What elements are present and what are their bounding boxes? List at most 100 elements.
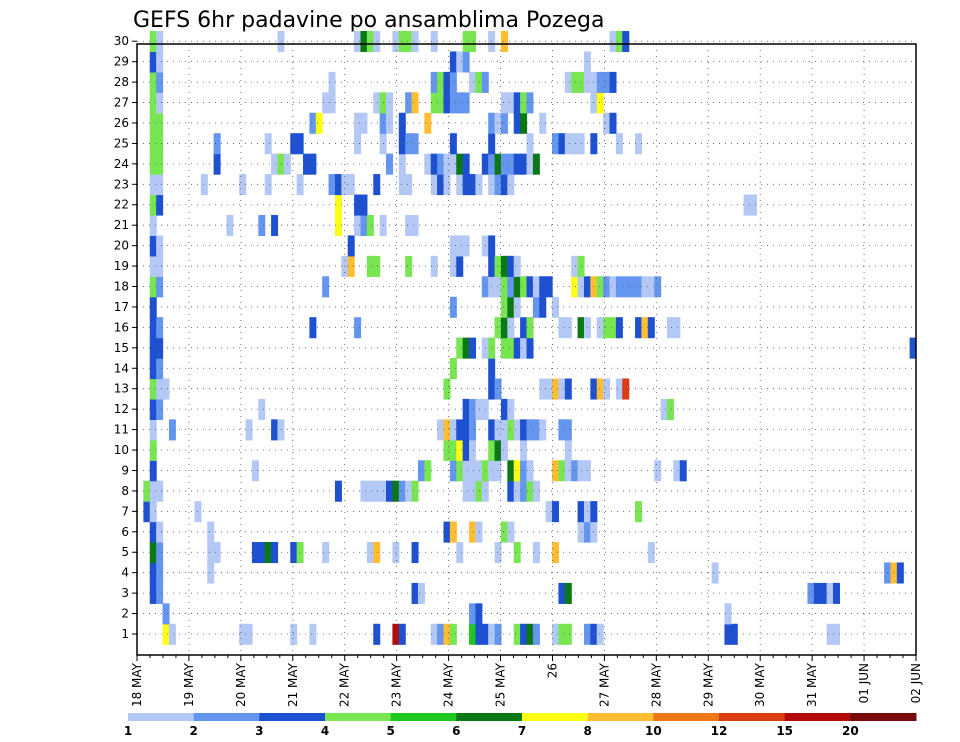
- heatmap-cell: [430, 255, 438, 277]
- heatmap-cell: [149, 71, 157, 93]
- colorbar-label: 20: [842, 724, 859, 738]
- heatmap-cell: [334, 174, 342, 196]
- heatmap-cell: [507, 480, 515, 502]
- heatmap-cell: [520, 623, 528, 645]
- heatmap-cell: [149, 542, 157, 564]
- x-tick-label: 30 MAY: [753, 662, 767, 707]
- heatmap-cell: [532, 419, 540, 441]
- heatmap-cell: [654, 460, 662, 482]
- heatmap-cell: [156, 398, 164, 420]
- heatmap-cell: [156, 174, 164, 196]
- y-tick-label: 18: [114, 280, 129, 294]
- heatmap-cell: [149, 439, 157, 461]
- heatmap-cell: [437, 174, 445, 196]
- heatmap-cell: [360, 31, 368, 53]
- heatmap-cell: [647, 542, 655, 564]
- heatmap-cell: [469, 460, 477, 482]
- heatmap-cell: [513, 296, 521, 318]
- heatmap-cell: [564, 71, 572, 93]
- heatmap-cell: [156, 71, 164, 93]
- heatmap-cell: [360, 112, 368, 134]
- heatmap-cell: [360, 480, 368, 502]
- heatmap-cell: [494, 378, 502, 400]
- heatmap-cell: [500, 92, 508, 114]
- heatmap-cell: [347, 255, 355, 277]
- heatmap-cell: [896, 562, 904, 584]
- y-tick-label: 9: [121, 463, 129, 477]
- heatmap-cell: [373, 480, 381, 502]
- heatmap-cell: [405, 92, 413, 114]
- heatmap-cell: [641, 276, 649, 298]
- heatmap-cell: [443, 439, 451, 461]
- y-tick-label: 10: [114, 443, 129, 457]
- heatmap-cell: [264, 133, 272, 155]
- heatmap-cell: [571, 133, 579, 155]
- heatmap-cell: [596, 623, 604, 645]
- heatmap-cell: [609, 276, 617, 298]
- y-tick-label: 5: [121, 545, 129, 559]
- heatmap-cell: [443, 153, 451, 175]
- heatmap-cell: [354, 112, 362, 134]
- heatmap-cell: [309, 623, 317, 645]
- heatmap-cell: [596, 71, 604, 93]
- heatmap-cell: [296, 133, 304, 155]
- heatmap-cell: [469, 419, 477, 441]
- heatmap-cell: [513, 92, 521, 114]
- heatmap-cell: [475, 71, 483, 93]
- heatmap-cell: [552, 623, 560, 645]
- colorbar-segment: [325, 713, 392, 721]
- heatmap-cell: [532, 623, 540, 645]
- heatmap-cell: [334, 480, 342, 502]
- y-axis: 1234567891011121314151617181920212223242…: [114, 34, 137, 641]
- y-tick-label: 27: [114, 96, 129, 110]
- y-tick-label: 2: [121, 607, 129, 621]
- heatmap-cell: [366, 255, 374, 277]
- heatmap-cell: [724, 623, 732, 645]
- colorbar-segment: [128, 713, 195, 721]
- heatmap-cell: [526, 317, 534, 339]
- heatmap-cell: [615, 133, 623, 155]
- heatmap-cell: [564, 133, 572, 155]
- y-tick-label: 28: [114, 75, 129, 89]
- heatmap-cell: [462, 92, 470, 114]
- heatmap-cell: [456, 174, 464, 196]
- heatmap-cell: [507, 153, 515, 175]
- heatmap-cell: [513, 337, 521, 359]
- colorbar-label: 7: [518, 724, 526, 738]
- heatmap-cell: [149, 112, 157, 134]
- heatmap-cell: [156, 337, 164, 359]
- heatmap-cell: [513, 542, 521, 564]
- heatmap-cell: [807, 582, 815, 604]
- heatmap-cell: [424, 153, 432, 175]
- heatmap-cell: [213, 542, 221, 564]
- heatmap-cell: [564, 317, 572, 339]
- heatmap-cell: [264, 542, 272, 564]
- heatmap-cell: [443, 174, 451, 196]
- heatmap-cell: [456, 51, 464, 73]
- heatmap-cell: [271, 419, 279, 441]
- heatmap-cell: [417, 582, 425, 604]
- heatmap-cell: [271, 153, 279, 175]
- heatmap-cell: [398, 174, 406, 196]
- heatmap-cell: [545, 276, 553, 298]
- heatmap-cell: [507, 317, 515, 339]
- heatmap-cell: [443, 623, 451, 645]
- heatmap-cell: [526, 337, 534, 359]
- heatmap-cell: [360, 194, 368, 216]
- heatmap-cell: [539, 378, 547, 400]
- heatmap-cell: [264, 174, 272, 196]
- heatmap-cell: [149, 501, 157, 523]
- x-tick-label: 28 MAY: [649, 662, 663, 707]
- heatmap-cell: [532, 480, 540, 502]
- heatmap-cell: [156, 542, 164, 564]
- heatmap-cell: [411, 542, 419, 564]
- heatmap-cell: [475, 480, 483, 502]
- heatmap-cell: [628, 276, 636, 298]
- y-tick-label: 22: [114, 198, 129, 212]
- heatmap-cell: [730, 623, 738, 645]
- heatmap-cell: [162, 623, 170, 645]
- heatmap-cell: [603, 112, 611, 134]
- heatmap-cell: [456, 255, 464, 277]
- heatmap-cell: [328, 174, 336, 196]
